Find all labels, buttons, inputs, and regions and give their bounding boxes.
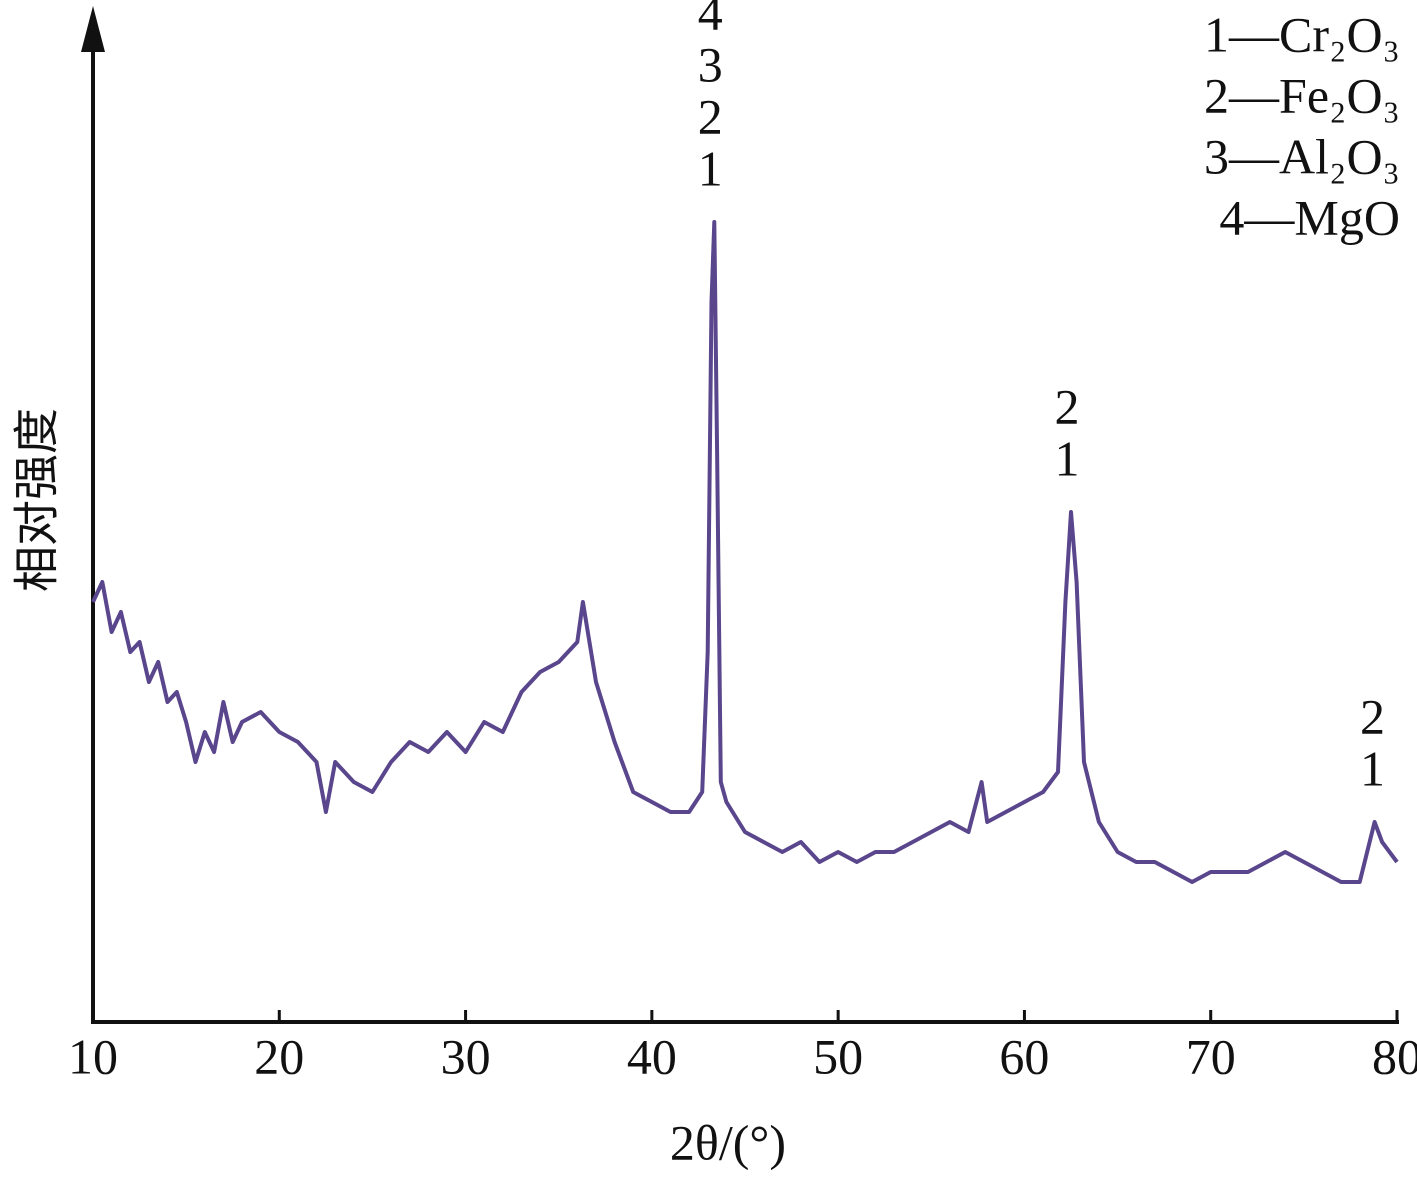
x-tick-label: 50 <box>813 1028 863 1084</box>
peak-label: 1 <box>698 140 723 196</box>
legend-entry: 3—Al₂O₃ <box>1204 128 1400 184</box>
x-tick-label: 80 <box>1372 1028 1417 1084</box>
line-series <box>91 220 1399 884</box>
peak-label: 2 <box>1055 378 1080 434</box>
y-axis-label: 相对强度 <box>10 408 64 592</box>
legend-entry: 2—Fe₂O₃ <box>1204 67 1400 123</box>
legend-entry: 1—Cr₂O₃ <box>1204 6 1400 62</box>
x-tick-label: 10 <box>68 1028 118 1084</box>
x-tick-label: 70 <box>1186 1028 1236 1084</box>
peak-label: 1 <box>1360 740 1385 796</box>
x-axis-label: 2θ/(°) <box>670 1114 786 1170</box>
peak-label: 4 <box>698 0 723 40</box>
x-tick-label: 40 <box>627 1028 677 1084</box>
peak-label: 2 <box>698 88 723 144</box>
x-tick-label: 60 <box>999 1028 1049 1084</box>
legend-entry: 4—MgO <box>1219 189 1400 245</box>
peak-label: 1 <box>1055 430 1080 486</box>
peak-label: 2 <box>1360 688 1385 744</box>
x-tick-label: 30 <box>441 1028 491 1084</box>
x-tick-label: 20 <box>254 1028 304 1084</box>
peak-label: 3 <box>698 36 723 92</box>
y-axis-arrow <box>81 6 105 52</box>
